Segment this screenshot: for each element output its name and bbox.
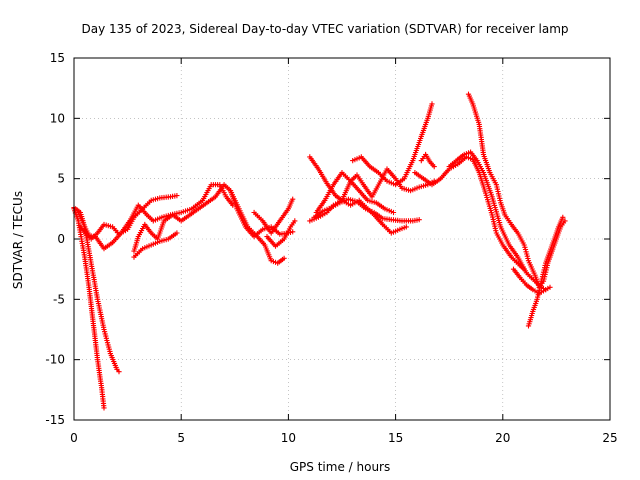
series-arc-4 (77, 182, 236, 252)
series-arc-20 (510, 266, 553, 296)
series-line (77, 211, 120, 373)
series-markers (412, 154, 527, 272)
series-markers (350, 101, 435, 188)
y-axis-label: SDTVAR / TECUs (11, 191, 25, 289)
series-arc-19 (525, 214, 566, 329)
y-tick-label: 15 (50, 51, 65, 65)
series-markers (418, 151, 437, 170)
series-markers (510, 266, 553, 296)
x-tick-label: 10 (281, 431, 296, 445)
data-series (71, 91, 568, 411)
x-tick-label: 25 (602, 431, 617, 445)
series-arc-16 (418, 151, 437, 170)
x-tick-label: 15 (388, 431, 403, 445)
chart-title: Day 135 of 2023, Sidereal Day-to-day VTE… (81, 22, 568, 36)
series-markers (446, 149, 549, 293)
series-markers (251, 196, 296, 236)
y-tick-label: 10 (50, 111, 65, 125)
series-markers (77, 182, 236, 252)
y-tick-label: -5 (53, 292, 65, 306)
series-markers (227, 188, 287, 266)
x-tick-label: 5 (177, 431, 185, 445)
series-markers (311, 196, 422, 224)
series-arc-9 (264, 218, 298, 249)
series-arc-14 (350, 101, 435, 188)
y-tick-label: 0 (57, 232, 65, 246)
series-markers (264, 218, 298, 249)
series-markers (307, 154, 409, 236)
series-markers (131, 230, 180, 260)
series-arc-10 (307, 154, 409, 236)
axis-ticks: 0 5 10 15 20 25 -15 -10 -5 0 5 10 15 (45, 51, 617, 445)
series-arc-12 (311, 196, 422, 224)
y-tick-label: 5 (57, 172, 65, 186)
grid (74, 58, 610, 420)
x-axis-label: GPS time / hours (290, 460, 391, 474)
series-markers (313, 170, 397, 216)
x-tick-label: 0 (70, 431, 78, 445)
series-markers (525, 214, 566, 329)
series-arc-13 (313, 170, 397, 216)
series-arc-17 (446, 149, 549, 293)
y-tick-label: -10 (45, 353, 65, 367)
series-arc-6 (131, 230, 180, 260)
series-arc-7 (227, 188, 287, 266)
x-tick-label: 20 (495, 431, 510, 445)
series-arc-8 (251, 196, 296, 236)
y-tick-label: -15 (45, 413, 65, 427)
series-arc-15 (412, 154, 527, 272)
